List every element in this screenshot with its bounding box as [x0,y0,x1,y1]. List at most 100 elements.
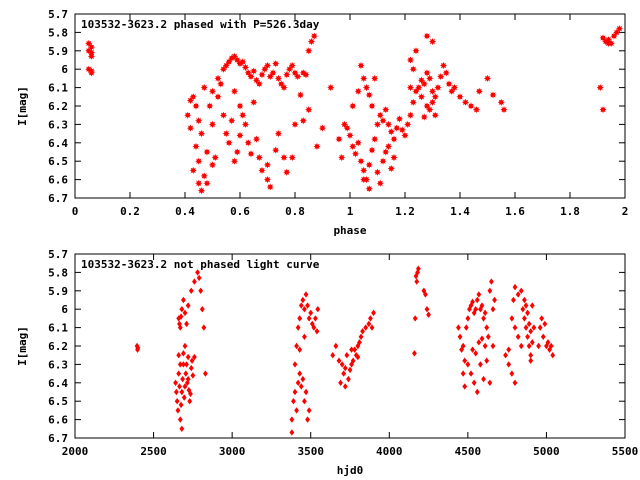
data-point [189,166,197,174]
data-point [354,87,362,95]
x-axis-label: phase [333,224,366,237]
data-point [341,370,347,377]
data-point [307,38,316,46]
data-point [487,379,493,386]
data-point [506,346,512,353]
data-point [297,315,303,322]
data-point [297,370,303,377]
data-point [228,117,236,125]
data-point [346,131,354,140]
data-point [365,161,373,169]
x-tick-label: 1.4 [450,205,470,218]
data-point [428,38,437,46]
x-tick-label: 1 [347,205,354,218]
data-point [368,102,376,110]
data-point [406,111,415,119]
data-point [365,91,373,99]
data-point [349,102,357,110]
data-point [187,398,193,405]
data-point [525,309,530,317]
data-point [489,91,497,99]
data-point [211,153,219,162]
y-tick-label: 6.1 [48,82,68,95]
data-point [460,370,466,377]
data-point [295,324,301,331]
data-point [346,375,351,383]
data-point [450,84,459,92]
data-point [250,98,258,106]
data-point [360,176,368,184]
data-point [269,69,277,77]
data-point [188,390,193,398]
data-point [398,126,406,134]
data-point [545,339,551,346]
data-point [309,320,315,328]
data-point [291,398,296,405]
data-point [390,135,398,143]
data-point [522,296,527,304]
data-point [423,32,431,40]
data-point [366,320,372,328]
data-point [192,353,197,361]
data-point [473,350,479,357]
data-point [336,357,342,364]
data-point [528,357,534,364]
data-point [417,93,426,101]
data-point [434,84,442,92]
data-point [192,278,197,285]
data-point [274,74,283,82]
data-point [354,139,362,147]
data-point [471,379,477,386]
data-point [413,272,419,280]
data-point [529,302,535,309]
data-point [509,315,515,322]
data-point [379,157,387,165]
data-point [295,379,301,386]
data-point [195,179,203,187]
data-point [294,342,299,350]
data-point [252,135,261,143]
data-point [314,328,320,335]
data-point [423,291,428,298]
data-point [333,342,339,350]
data-point [431,111,439,119]
data-point [382,148,390,156]
data-point [182,383,188,390]
data-point [542,320,548,328]
data-point [387,164,395,173]
x-tick-label: 0 [72,205,79,218]
data-point [184,111,192,119]
data-point [255,80,263,88]
data-point [310,32,318,40]
data-point [550,352,556,359]
data-point [390,153,398,162]
data-point [439,61,448,70]
data-point [185,302,191,309]
x-tick-label: 1.8 [560,205,580,218]
data-point [344,352,350,359]
data-point [236,102,244,110]
data-point [263,161,272,169]
x-axis-label: hjd0 [337,464,364,477]
y-tick-label: 6.2 [48,100,68,113]
data-point [176,370,182,377]
data-point [313,315,318,322]
data-point [274,130,283,138]
data-point [247,72,255,81]
data-point [473,306,479,313]
data-point [188,287,194,294]
data-point [199,306,205,313]
data-point [181,350,186,357]
data-point [506,361,512,368]
data-point [185,353,191,361]
data-point [384,142,393,151]
x-tick-label: 0.4 [175,205,195,218]
data-point [197,130,206,138]
data-point [230,157,239,165]
data-point [428,87,437,95]
data-point [371,74,379,82]
data-point [376,179,384,187]
data-point [300,375,306,383]
data-point [382,106,390,114]
data-point [225,139,233,147]
